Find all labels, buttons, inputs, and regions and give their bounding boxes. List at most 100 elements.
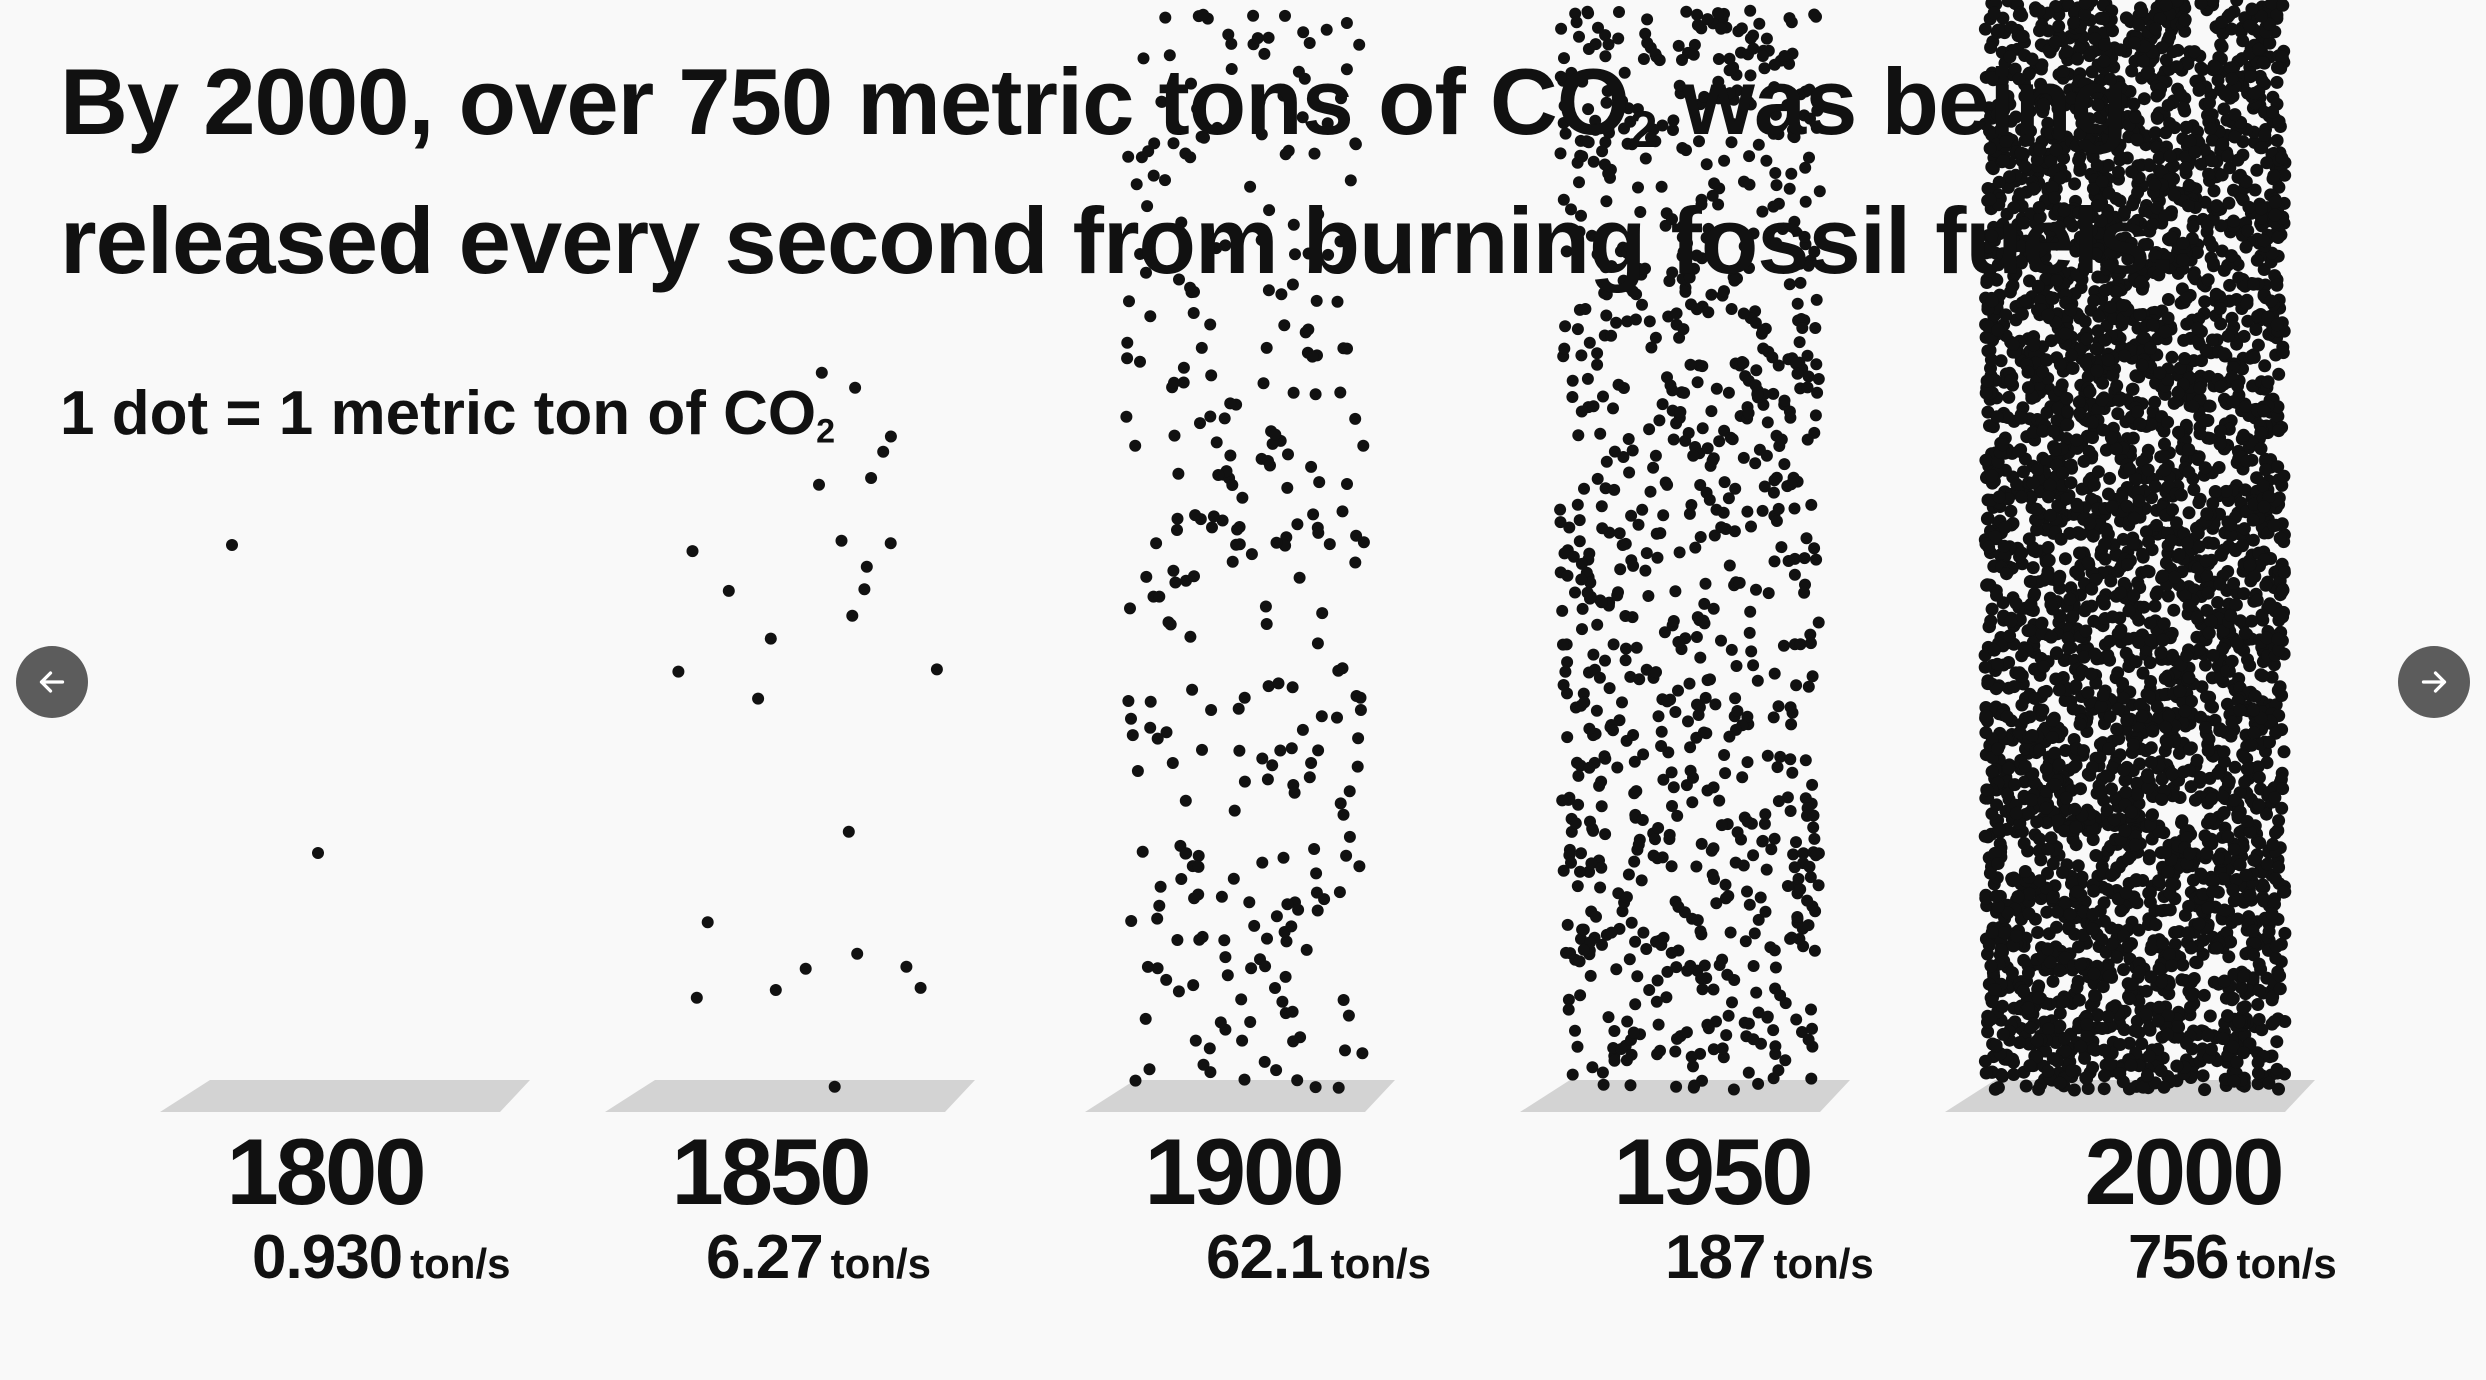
dot: [1320, 23, 1333, 36]
dot: [1574, 989, 1587, 1002]
dot: [2060, 44, 2074, 58]
dot: [1666, 213, 1678, 226]
dot: [2105, 782, 2118, 796]
dot: [1806, 778, 1819, 791]
dot: [2083, 49, 2096, 63]
dot: [1741, 885, 1753, 898]
dot: [1135, 151, 1148, 164]
dot: [1623, 466, 1636, 479]
dot: [2123, 462, 2137, 476]
dot: [2092, 354, 2106, 368]
dot: [1670, 961, 1683, 974]
dot: [1233, 744, 1246, 757]
dot: [2036, 703, 2050, 717]
dot: [2231, 912, 2245, 926]
dot: [2216, 642, 2230, 656]
dot: [1296, 723, 1309, 736]
dot: [2023, 623, 2037, 637]
dot: [2025, 793, 2038, 807]
dot: [1565, 856, 1577, 869]
dot: [1576, 602, 1589, 615]
dot: [1556, 794, 1569, 807]
dot: [1151, 962, 1164, 975]
dot: [2130, 777, 2144, 791]
dot: [1578, 696, 1591, 709]
dot: [1669, 706, 1682, 718]
dot: [1805, 1003, 1817, 1016]
dot: [2252, 983, 2266, 997]
dot: [1159, 11, 1172, 24]
dot: [2099, 443, 2113, 457]
dot: [835, 534, 848, 547]
dot: [1203, 1042, 1216, 1055]
dot: [1581, 586, 1594, 599]
dot: [1571, 1040, 1584, 1053]
dot: [2226, 883, 2240, 897]
dot: [1197, 8, 1210, 21]
dot: [1785, 718, 1798, 731]
dot: [2216, 137, 2230, 151]
dot: [1270, 536, 1283, 549]
dot: [1666, 800, 1678, 812]
dot: [1593, 671, 1606, 684]
dot: [900, 960, 913, 973]
dot: [2013, 816, 2027, 830]
dot: [1195, 341, 1208, 354]
dot: [2181, 57, 2195, 71]
dot: [2059, 744, 2072, 757]
dot: [2023, 247, 2037, 261]
dot: [1707, 781, 1720, 794]
dot: [1613, 98, 1625, 111]
dot: [2270, 1035, 2284, 1049]
dot: [1235, 993, 1248, 1006]
dot: [1747, 42, 1760, 55]
dot: [1997, 926, 2011, 940]
dot: [1583, 722, 1596, 735]
dot: [2211, 73, 2225, 87]
dot: [1628, 755, 1641, 768]
dot: [1691, 8, 1704, 21]
dot: [1603, 682, 1616, 695]
dot: [1651, 974, 1664, 987]
dot: [2233, 703, 2247, 717]
dot: [1303, 771, 1316, 784]
dot: [1802, 370, 1815, 383]
dot: [1287, 1035, 1300, 1048]
dot: [1672, 636, 1685, 648]
dot: [1687, 449, 1700, 462]
dot: [815, 366, 828, 379]
dot: [2140, 66, 2154, 80]
dot: [1175, 216, 1188, 229]
dot: [1679, 285, 1692, 298]
dot: [1288, 786, 1301, 799]
dot: [2262, 490, 2276, 503]
dot: [1713, 435, 1726, 448]
dot: [1744, 69, 1757, 82]
dot: [2200, 568, 2214, 582]
dot: [2140, 1068, 2154, 1082]
dot: [2043, 508, 2057, 522]
dot: [1996, 999, 2009, 1013]
dot: [1311, 904, 1324, 917]
dot: [2259, 463, 2273, 477]
dot: [1810, 553, 1823, 566]
dot: [1758, 62, 1771, 75]
dot: [1581, 372, 1594, 385]
dot: [1575, 847, 1587, 860]
dot: [1769, 167, 1782, 179]
dot: [1554, 516, 1567, 529]
dot: [1802, 919, 1815, 932]
dot: [2046, 180, 2059, 194]
dot: [2056, 65, 2070, 78]
dot: [226, 539, 238, 551]
dot: [2114, 232, 2128, 246]
dot: [1153, 590, 1166, 603]
dot: [2162, 948, 2176, 961]
dot: [2030, 502, 2044, 516]
dot: [799, 962, 812, 975]
dot: [1561, 656, 1574, 669]
dot: [1599, 29, 1612, 42]
dot: [1776, 223, 1789, 235]
dot: [1691, 914, 1704, 927]
dot: [1575, 209, 1587, 222]
